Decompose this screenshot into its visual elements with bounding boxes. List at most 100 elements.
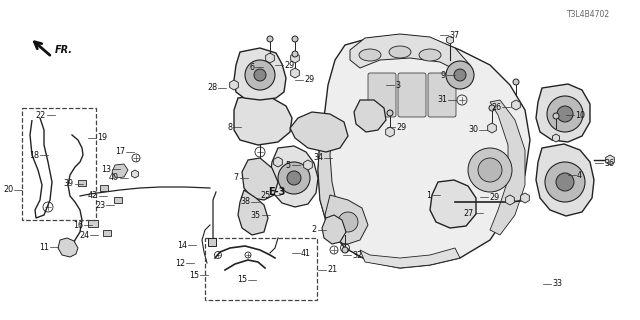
- Polygon shape: [274, 157, 282, 167]
- Circle shape: [468, 148, 512, 192]
- Polygon shape: [132, 170, 138, 178]
- Bar: [114, 197, 122, 203]
- Ellipse shape: [359, 49, 381, 61]
- Polygon shape: [506, 195, 515, 205]
- Text: 28: 28: [207, 84, 217, 92]
- FancyBboxPatch shape: [428, 73, 456, 117]
- Ellipse shape: [419, 49, 441, 61]
- Polygon shape: [318, 35, 530, 268]
- Text: 29: 29: [284, 60, 294, 69]
- Text: 3: 3: [395, 81, 400, 90]
- Polygon shape: [270, 146, 318, 207]
- Polygon shape: [112, 164, 128, 178]
- Circle shape: [287, 171, 301, 185]
- Text: 21: 21: [327, 266, 337, 275]
- Polygon shape: [322, 215, 346, 244]
- Text: 29: 29: [304, 76, 314, 84]
- Circle shape: [545, 162, 585, 202]
- Polygon shape: [488, 123, 497, 133]
- Polygon shape: [230, 80, 238, 90]
- Text: 41: 41: [301, 249, 311, 258]
- Text: 24: 24: [79, 230, 89, 239]
- Polygon shape: [360, 248, 460, 268]
- Polygon shape: [605, 155, 614, 165]
- Text: 4: 4: [577, 171, 582, 180]
- Polygon shape: [242, 158, 278, 200]
- Text: 8: 8: [227, 123, 232, 132]
- Text: 27: 27: [464, 209, 474, 218]
- Text: 33: 33: [552, 279, 562, 289]
- Text: 5: 5: [286, 161, 291, 170]
- Circle shape: [446, 61, 474, 89]
- Circle shape: [245, 60, 275, 90]
- Circle shape: [556, 173, 574, 191]
- Bar: [205, 238, 317, 300]
- Text: 34: 34: [313, 154, 323, 163]
- Polygon shape: [291, 53, 300, 63]
- Circle shape: [454, 69, 466, 81]
- Circle shape: [553, 113, 559, 119]
- Text: 29: 29: [396, 123, 406, 132]
- Circle shape: [557, 106, 573, 122]
- Polygon shape: [552, 134, 559, 142]
- Circle shape: [278, 162, 310, 194]
- Bar: [22, 108, 96, 220]
- Circle shape: [292, 36, 298, 42]
- Text: 14: 14: [177, 241, 187, 250]
- Text: 15: 15: [189, 270, 199, 279]
- Circle shape: [342, 247, 348, 253]
- Text: E-3: E-3: [268, 187, 285, 197]
- Text: 20: 20: [3, 186, 13, 195]
- Text: 9: 9: [441, 70, 446, 79]
- Text: 18: 18: [29, 150, 39, 159]
- Text: 22: 22: [36, 110, 46, 119]
- Text: 29: 29: [489, 193, 499, 202]
- Bar: [88, 220, 98, 227]
- Polygon shape: [291, 68, 300, 78]
- Text: 26: 26: [491, 102, 501, 111]
- Text: 10: 10: [575, 110, 585, 119]
- Text: 1: 1: [426, 190, 431, 199]
- Circle shape: [478, 158, 502, 182]
- Text: 15: 15: [237, 276, 247, 284]
- Polygon shape: [234, 48, 286, 100]
- Polygon shape: [290, 112, 348, 152]
- Ellipse shape: [389, 46, 411, 58]
- Polygon shape: [386, 127, 394, 137]
- Text: 42: 42: [88, 191, 98, 201]
- Polygon shape: [536, 144, 594, 216]
- Text: 38: 38: [240, 197, 250, 206]
- Circle shape: [547, 96, 583, 132]
- Polygon shape: [325, 195, 368, 245]
- Text: 30: 30: [468, 125, 478, 134]
- Text: 32: 32: [352, 251, 362, 260]
- Circle shape: [489, 105, 495, 111]
- Text: FR.: FR.: [55, 45, 73, 55]
- Polygon shape: [430, 180, 476, 228]
- Text: 36: 36: [604, 158, 614, 167]
- Polygon shape: [511, 100, 520, 110]
- Text: 13: 13: [101, 164, 111, 173]
- Text: 7: 7: [234, 173, 239, 182]
- Text: 17: 17: [115, 148, 125, 156]
- Circle shape: [267, 36, 273, 42]
- Polygon shape: [58, 238, 78, 257]
- Text: 40: 40: [109, 173, 119, 182]
- Text: 39: 39: [64, 180, 74, 188]
- Text: 25: 25: [260, 190, 271, 199]
- Circle shape: [387, 110, 393, 116]
- FancyBboxPatch shape: [398, 73, 426, 117]
- Polygon shape: [354, 100, 386, 132]
- Polygon shape: [521, 193, 529, 203]
- Polygon shape: [234, 96, 292, 145]
- Text: 16: 16: [73, 220, 83, 229]
- FancyBboxPatch shape: [368, 73, 396, 117]
- Polygon shape: [318, 130, 340, 240]
- Text: 2: 2: [312, 226, 317, 235]
- Bar: [208, 238, 216, 246]
- Polygon shape: [266, 53, 275, 63]
- Polygon shape: [447, 36, 454, 44]
- Text: 35: 35: [251, 211, 261, 220]
- Polygon shape: [350, 34, 470, 72]
- Text: 11: 11: [39, 243, 49, 252]
